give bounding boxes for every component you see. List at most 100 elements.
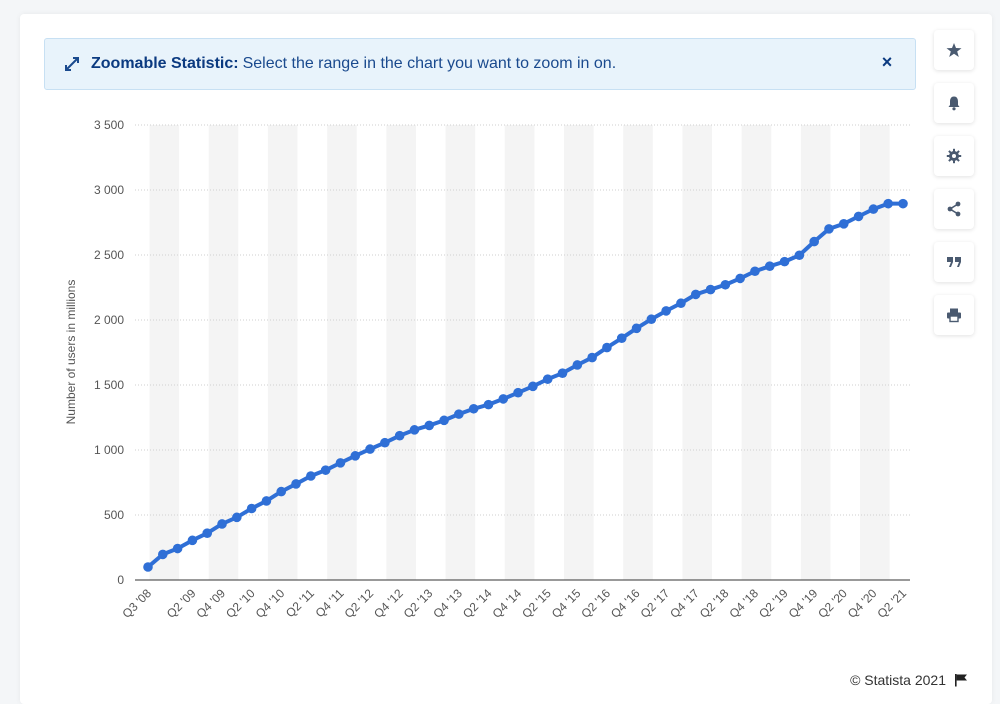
- data-point[interactable]: [409, 425, 420, 435]
- copyright-text[interactable]: © Statista 2021: [850, 672, 946, 688]
- quote-icon: [947, 257, 961, 267]
- data-point[interactable]: [616, 333, 627, 344]
- data-point[interactable]: [202, 528, 213, 538]
- share-button[interactable]: [934, 189, 974, 229]
- x-tick-label: Q4 '16: [608, 586, 643, 621]
- data-point[interactable]: [468, 403, 479, 414]
- y-tick-label: 3 500: [94, 118, 124, 132]
- data-point[interactable]: [661, 306, 671, 316]
- data-point[interactable]: [824, 224, 834, 234]
- data-point[interactable]: [631, 323, 642, 334]
- y-axis-tick-labels: 0 500 1 000 1 500 2 000 2 500 3 000 3 500: [94, 118, 124, 587]
- y-tick-label: 1 000: [94, 443, 124, 457]
- data-point[interactable]: [276, 486, 287, 497]
- x-tick-label: Q2 '17: [638, 586, 673, 621]
- favorite-button[interactable]: [934, 30, 974, 70]
- data-point[interactable]: [764, 261, 775, 271]
- data-point[interactable]: [365, 444, 375, 454]
- settings-button[interactable]: [934, 136, 974, 176]
- y-tick-label: 2 000: [94, 313, 124, 327]
- data-point[interactable]: [838, 219, 849, 229]
- column-band: [149, 125, 180, 580]
- data-point[interactable]: [454, 409, 464, 419]
- data-point[interactable]: [528, 381, 538, 392]
- notice-label: Zoomable Statistic:: [91, 55, 239, 72]
- x-tick-label: Q2 '13: [401, 586, 436, 621]
- data-point[interactable]: [172, 543, 183, 554]
- data-point[interactable]: [424, 420, 435, 431]
- x-tick-label: Q4 '15: [549, 586, 584, 621]
- x-tick-label: Q4 '17: [667, 586, 702, 621]
- star-icon: [946, 43, 962, 57]
- x-tick-label: Q2 '10: [223, 586, 258, 621]
- data-point[interactable]: [320, 465, 331, 475]
- flag-icon[interactable]: [954, 673, 968, 687]
- data-point[interactable]: [587, 352, 597, 363]
- print-button[interactable]: [934, 295, 974, 335]
- data-point[interactable]: [158, 549, 168, 560]
- data-point[interactable]: [853, 211, 864, 222]
- y-tick-label: 3 000: [94, 183, 124, 197]
- column-band: [504, 125, 535, 580]
- data-point[interactable]: [809, 236, 819, 247]
- column-band: [800, 125, 831, 580]
- data-point[interactable]: [439, 415, 449, 426]
- data-point[interactable]: [557, 368, 568, 378]
- x-tick-label: Q4 '11: [313, 586, 347, 620]
- x-tick-label: Q2 '09: [164, 586, 199, 621]
- data-point[interactable]: [542, 374, 553, 384]
- data-point[interactable]: [217, 519, 227, 529]
- data-point[interactable]: [794, 250, 805, 261]
- notice-message: Select the range in the chart you want t…: [242, 55, 617, 72]
- x-tick-label: Q4 '13: [430, 586, 465, 621]
- data-points[interactable]: [143, 198, 908, 572]
- data-point[interactable]: [335, 458, 346, 468]
- series-line: [146, 201, 903, 569]
- close-notice-button[interactable]: ×: [881, 52, 893, 72]
- data-point[interactable]: [143, 562, 153, 572]
- data-point[interactable]: [750, 266, 760, 277]
- data-point[interactable]: [646, 314, 657, 325]
- bell-icon: [948, 96, 960, 111]
- data-point[interactable]: [883, 198, 893, 209]
- data-point[interactable]: [232, 512, 242, 523]
- data-point[interactable]: [676, 298, 686, 309]
- data-point[interactable]: [380, 437, 390, 448]
- data-point[interactable]: [690, 289, 701, 300]
- x-tick-label: Q2 '14: [460, 586, 495, 621]
- cite-button[interactable]: [934, 242, 974, 282]
- column-band: [267, 125, 298, 580]
- x-tick-label: Q2 '19: [756, 586, 791, 621]
- expand-arrows-icon: [63, 55, 81, 73]
- data-point[interactable]: [735, 273, 745, 284]
- data-point[interactable]: [306, 471, 316, 481]
- data-point[interactable]: [602, 342, 612, 353]
- data-point[interactable]: [720, 279, 731, 290]
- x-tick-label: Q4 '12: [371, 586, 406, 621]
- data-point[interactable]: [705, 284, 716, 295]
- y-tick-label: 0: [117, 573, 124, 587]
- notice-text: Zoomable Statistic: Select the range in t…: [91, 55, 616, 73]
- data-point[interactable]: [394, 430, 405, 441]
- data-point[interactable]: [779, 256, 790, 267]
- x-tick-label: Q4 '18: [726, 586, 761, 621]
- data-point[interactable]: [898, 198, 908, 209]
- x-tick-label: Q4 '14: [490, 586, 525, 621]
- data-point[interactable]: [572, 360, 583, 370]
- data-point[interactable]: [483, 399, 494, 410]
- notification-button[interactable]: [934, 83, 974, 123]
- data-point[interactable]: [291, 479, 301, 489]
- column-band: [741, 125, 772, 580]
- data-point[interactable]: [513, 387, 523, 398]
- data-point[interactable]: [246, 503, 257, 514]
- data-point[interactable]: [350, 451, 361, 461]
- data-point[interactable]: [868, 204, 879, 214]
- data-point[interactable]: [187, 535, 198, 546]
- gridlines: [135, 124, 910, 516]
- x-tick-label: Q3 '08: [119, 586, 154, 621]
- data-point[interactable]: [261, 496, 272, 506]
- x-tick-label: Q2 '11: [283, 586, 317, 620]
- data-point[interactable]: [498, 394, 509, 404]
